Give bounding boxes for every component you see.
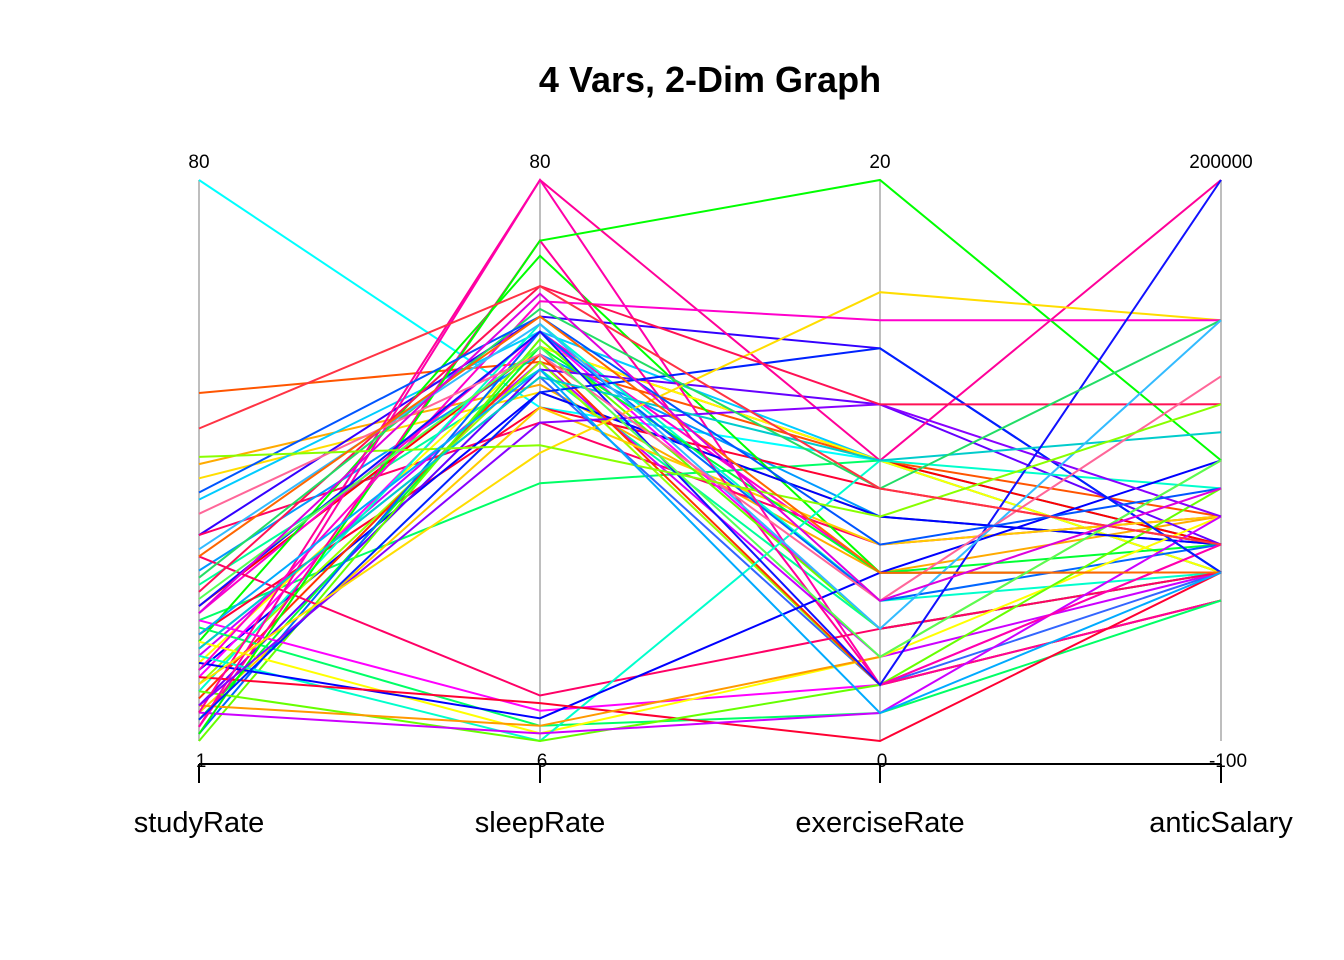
axis-name-anticSalary: anticSalary (1149, 807, 1293, 839)
series-line-46 (198, 179, 1222, 687)
series-lines (198, 178, 1222, 743)
axis-name-sleepRate: sleepRate (475, 807, 606, 839)
axis-name-exerciseRate: exerciseRate (795, 807, 964, 839)
axis-max-label-exerciseRate: 20 (869, 152, 890, 173)
series-line-28 (198, 555, 1222, 697)
axis-max-label-anticSalary: 200000 (1189, 152, 1252, 173)
series-line-34 (198, 571, 1222, 743)
series-line-44 (198, 300, 1222, 671)
x-axis (198, 763, 1222, 783)
axis-name-studyRate: studyRate (134, 807, 265, 839)
series-line-48 (198, 307, 1222, 579)
axis-min-label-exerciseRate: 0 (877, 751, 888, 772)
axis-min-label-sleepRate: 6 (537, 751, 548, 772)
series-line-53 (198, 284, 1222, 546)
chart-title: 4 Vars, 2-Dim Graph (539, 59, 881, 100)
axis-labels: 80 1 studyRate 80 6 sleepRate 20 0 exerciseRate 2… (134, 152, 1294, 839)
series-line-45 (198, 376, 1222, 650)
series-line-57 (198, 292, 1222, 614)
axis-max-label-sleepRate: 80 (529, 152, 550, 173)
series-line-56 (198, 345, 1222, 659)
axis-min-label-anticSalary: -100 (1209, 751, 1247, 772)
series-line-50 (198, 353, 1222, 603)
series-line-52 (198, 403, 1222, 518)
series-line-55 (198, 368, 1222, 715)
axis-max-label-studyRate: 80 (188, 152, 209, 173)
axis-min-label-studyRate: 1 (196, 751, 207, 772)
series-line-54 (198, 315, 1222, 574)
series-line-43 (198, 291, 1222, 686)
series-line-22 (198, 368, 1222, 707)
